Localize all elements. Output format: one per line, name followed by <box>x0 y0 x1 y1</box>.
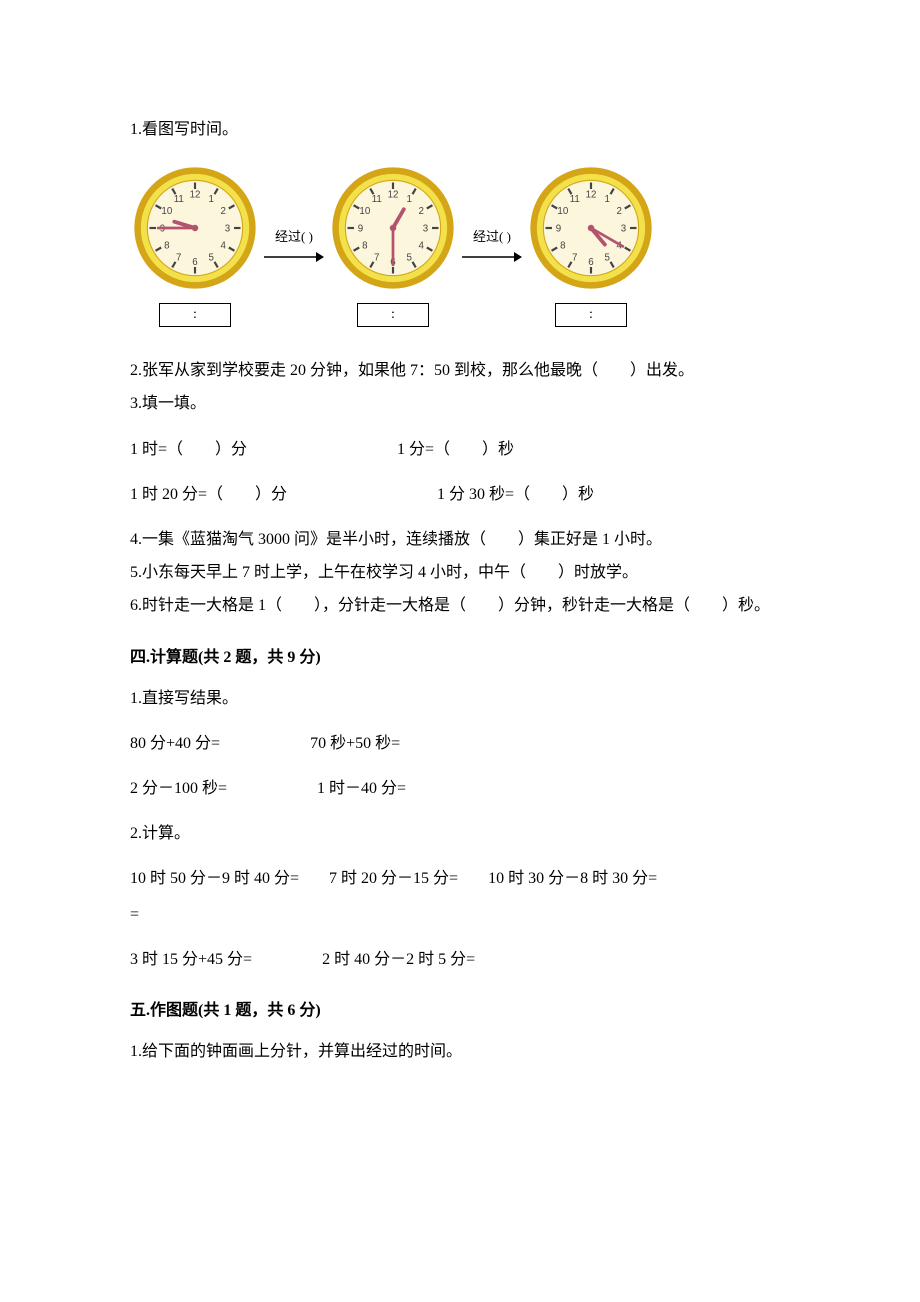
svg-text:2: 2 <box>418 206 423 217</box>
q3-r1-right: 1 分 30 秒=（ ）秒 <box>437 481 594 508</box>
q1-title: 1.看图写时间。 <box>130 116 790 143</box>
svg-text:11: 11 <box>372 194 382 205</box>
clock-1: 1212 345 678 91011 <box>130 163 260 293</box>
svg-text:8: 8 <box>560 241 565 252</box>
clock-3: 1212 345 678 91011 <box>526 163 656 293</box>
q6-text: 6.时针走一大格是 1（ ），分针走一大格是（ ）分钟，秒针走一大格是（ ）秒。 <box>130 592 790 619</box>
clock-1-time-box[interactable]: : <box>159 303 231 327</box>
svg-text:5: 5 <box>605 253 611 264</box>
sec4-p1-r0b: 70 秒+50 秒= <box>310 730 400 757</box>
svg-text:12: 12 <box>388 190 399 201</box>
svg-text:6: 6 <box>588 257 593 268</box>
svg-text:1: 1 <box>209 194 214 205</box>
svg-text:10: 10 <box>557 206 568 217</box>
svg-text:3: 3 <box>225 223 230 234</box>
clock-2: 1212 345 678 91011 <box>328 163 458 293</box>
svg-text:5: 5 <box>209 253 215 264</box>
sec4-p1-r1a: 2 分－100 秒= <box>130 775 227 802</box>
q5-text: 5.小东每天早上 7 时上学，上午在校学习 4 小时，中午（ ）时放学。 <box>130 559 790 586</box>
svg-text:9: 9 <box>358 223 363 234</box>
arrow-2-label: 经过( ) <box>473 226 511 248</box>
sec4-p1-title: 1.直接写结果。 <box>130 685 790 712</box>
svg-text:8: 8 <box>362 241 367 252</box>
svg-text:3: 3 <box>621 223 626 234</box>
clock-1-unit: 1212 345 678 91011 : <box>130 163 260 327</box>
svg-text:1: 1 <box>605 194 610 205</box>
arrow-1-label: 经过( ) <box>275 226 313 248</box>
sec4-p2-trail: = <box>130 901 790 928</box>
q3-r1-left: 1 时 20 分=（ ）分 <box>130 481 287 508</box>
sec4-p2-title: 2.计算。 <box>130 820 790 847</box>
section-4-header: 四.计算题(共 2 题，共 9 分) <box>130 644 790 671</box>
arrow-1-icon <box>264 250 324 264</box>
section-5-header: 五.作图题(共 1 题，共 6 分) <box>130 997 790 1024</box>
svg-text:3: 3 <box>423 223 428 234</box>
clock-2-time-box[interactable]: : <box>357 303 429 327</box>
svg-text:10: 10 <box>359 206 370 217</box>
sec4-p2-r1-0: 10 时 50 分－9 时 40 分= <box>130 865 299 892</box>
svg-text:2: 2 <box>220 206 225 217</box>
svg-text:12: 12 <box>190 190 201 201</box>
q3-r0-right: 1 分=（ ）秒 <box>397 436 514 463</box>
sec4-p1-r1b: 1 时－40 分= <box>317 775 406 802</box>
svg-text:4: 4 <box>220 241 226 252</box>
sec4-p2-r1-1: 7 时 20 分－15 分= <box>329 865 458 892</box>
svg-text:9: 9 <box>556 223 561 234</box>
sec4-p1-r0a: 80 分+40 分= <box>130 730 220 757</box>
svg-text:12: 12 <box>586 190 597 201</box>
sec4-p2-r1-2: 10 时 30 分－8 时 30 分= <box>488 865 657 892</box>
svg-text:10: 10 <box>161 206 172 217</box>
clock-3-unit: 1212 345 678 91011 : <box>526 163 656 327</box>
svg-text:7: 7 <box>176 253 181 264</box>
arrow-2-icon <box>462 250 522 264</box>
clock-row: 1212 345 678 91011 : 经过( ) <box>130 163 790 327</box>
svg-text:6: 6 <box>192 257 197 268</box>
svg-text:11: 11 <box>570 194 580 205</box>
svg-text:5: 5 <box>407 253 413 264</box>
sec4-p2-r2-1: 2 时 40 分－2 时 5 分= <box>322 946 475 973</box>
q3-title: 3.填一填。 <box>130 390 790 417</box>
svg-text:1: 1 <box>407 194 412 205</box>
q3-r0-left: 1 时=（ ）分 <box>130 436 247 463</box>
svg-text:2: 2 <box>616 206 621 217</box>
clock-3-time-box[interactable]: : <box>555 303 627 327</box>
q4-text: 4.一集《蓝猫淘气 3000 问》是半小时，连续播放（ ）集正好是 1 小时。 <box>130 526 790 553</box>
svg-text:11: 11 <box>174 194 184 205</box>
arrow-2: 经过( ) <box>462 226 522 264</box>
svg-text:7: 7 <box>374 253 379 264</box>
svg-text:7: 7 <box>572 253 577 264</box>
sec5-q1: 1.给下面的钟面画上分针，并算出经过的时间。 <box>130 1038 790 1065</box>
sec4-p2-r2-0: 3 时 15 分+45 分= <box>130 946 252 973</box>
clock-2-unit: 1212 345 678 91011 : <box>328 163 458 327</box>
svg-text:8: 8 <box>164 241 169 252</box>
arrow-1: 经过( ) <box>264 226 324 264</box>
q2-text: 2.张军从家到学校要走 20 分钟，如果他 7：50 到校，那么他最晚（ ）出发… <box>130 357 790 384</box>
svg-text:4: 4 <box>418 241 424 252</box>
